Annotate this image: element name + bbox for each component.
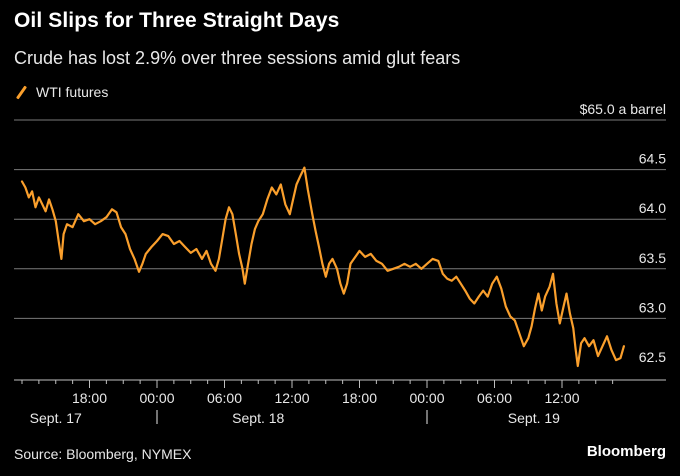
y-tick-label: 64.0 [639,200,666,216]
x-tick-label: 00:00 [139,390,174,406]
x-tick-label: 12:00 [544,390,579,406]
series-layer [20,166,625,368]
line-chart: 18:00 00:00 06:00 12:00 18:00 00:00 06:00 12:00… [14,101,667,426]
y-tick-label: 62.5 [639,349,666,365]
y-tick-label: $65.0 a barrel [580,101,666,117]
chart-subtitle: Crude has lost 2.9% over three sessions … [14,48,461,68]
x-tick-label: 18:00 [342,390,377,406]
legend-label: WTI futures [36,84,109,100]
y-tick-label: 63.5 [639,250,666,266]
x-axis: 18:00 00:00 06:00 12:00 18:00 00:00 06:00 12:00… [21,380,614,426]
legend-line-swatch-icon [16,85,26,99]
series-line-wti-futures [20,166,625,368]
bloomberg-logo: Bloomberg [586,443,666,460]
y-tick-label: 64.5 [639,151,666,167]
y-axis-labels: 62.5 63.0 63.5 64.0 64.5 $65.0 a barrel [580,101,667,365]
x-tick-label: 12:00 [274,390,309,406]
source-note: Source: Bloomberg, NYMEX [14,446,192,462]
legend: WTI futures [16,84,108,100]
date-label: Sept. 19 [508,410,560,426]
grid-layer [14,119,666,381]
x-tick-label: 06:00 [477,390,512,406]
date-label: Sept. 17 [30,410,82,426]
x-tick-label: 00:00 [409,390,444,406]
x-tick-label: 06:00 [207,390,242,406]
y-tick-label: 63.0 [639,299,666,315]
chart-title: Oil Slips for Three Straight Days [14,9,340,32]
x-tick-label: 18:00 [72,390,107,406]
date-label: Sept. 18 [232,410,284,426]
